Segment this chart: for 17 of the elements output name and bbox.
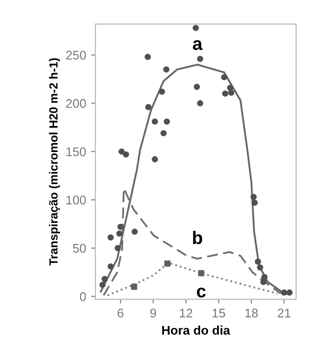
- x-tick-label: 15: [212, 308, 226, 318]
- series-label: b: [193, 230, 202, 244]
- y-tick-label: 0: [80, 292, 86, 302]
- y-tick-label: 50: [72, 244, 86, 253]
- x-tick-label: 18: [245, 308, 258, 318]
- series-label: c: [196, 288, 206, 298]
- y-tick-label: 150: [66, 147, 86, 156]
- x-tick-label: 9: [150, 308, 156, 318]
- y-axis-title: Transpiração (micromol H20 m-2 h-1): [48, 58, 60, 266]
- y-tick-label: 250: [66, 50, 86, 60]
- x-tick-label: 21: [278, 308, 290, 318]
- y-tick-label: 100: [66, 196, 86, 204]
- x-tick-label: 12: [180, 308, 192, 318]
- y-tick-label: 200: [66, 99, 86, 108]
- x-tick-label: 6: [118, 308, 124, 318]
- series-label: a: [192, 40, 203, 50]
- x-axis-title: Hora do dia: [162, 326, 230, 335]
